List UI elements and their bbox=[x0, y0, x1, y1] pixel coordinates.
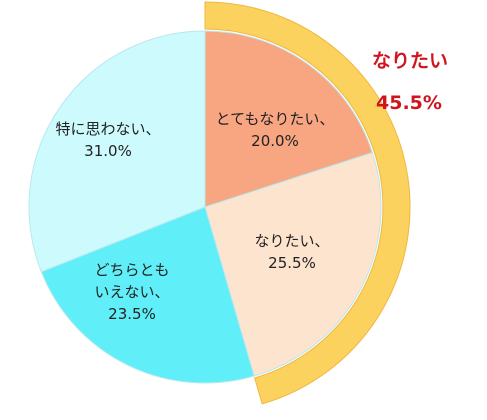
value-label: 23.5% bbox=[108, 305, 156, 323]
highlight-value: 45.5% bbox=[376, 92, 442, 114]
pie-slice bbox=[204, 151, 382, 377]
category-label: なりたい、 bbox=[254, 232, 330, 250]
value-label: 25.5% bbox=[268, 254, 316, 272]
slice-label: とてもなりたい、 20.0% bbox=[216, 108, 335, 152]
highlight-arc bbox=[204, 1, 411, 405]
value-label: 20.0% bbox=[251, 132, 299, 150]
value-label: 31.0% bbox=[84, 142, 132, 160]
pie-slice bbox=[204, 30, 374, 208]
highlight-label: なりたい bbox=[372, 50, 449, 72]
category-label: とてもなりたい、 bbox=[215, 110, 335, 128]
pie-slice bbox=[28, 30, 206, 273]
slice-label: なりたい、 25.5% bbox=[254, 230, 329, 274]
category-label: 特に思わない、 bbox=[55, 120, 161, 138]
slice-label: 特に思わない、 31.0% bbox=[55, 118, 160, 162]
category-label: どちらともいえない、 bbox=[94, 261, 170, 301]
slice-label: どちらともいえない、 23.5% bbox=[92, 259, 172, 325]
